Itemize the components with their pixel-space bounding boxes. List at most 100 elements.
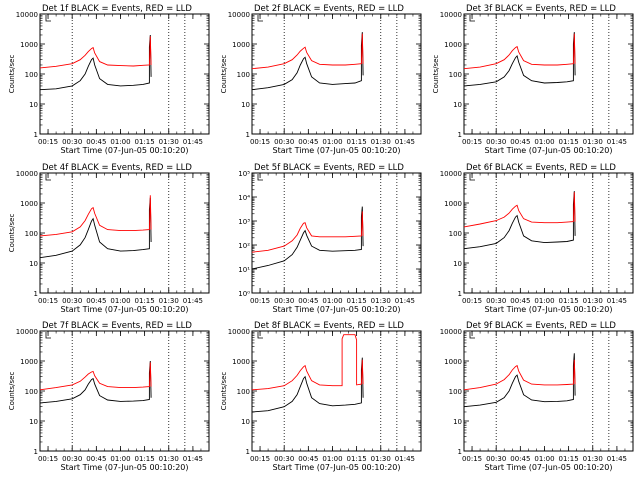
- x-tick-label: 00:30: [274, 138, 294, 146]
- x-tick-label: 01:00: [322, 297, 342, 305]
- lld-series-line: [463, 192, 576, 228]
- y-tick-label: 1000: [444, 358, 462, 366]
- y-tick-label: 1: [458, 448, 462, 456]
- x-tick-label: 00:45: [298, 455, 318, 463]
- events-series-line: [251, 206, 364, 270]
- y-tick-label: 100: [25, 71, 38, 79]
- y-tick-label: 10000: [16, 11, 38, 19]
- x-tick-label: 00:15: [38, 138, 58, 146]
- y-tick-label: 10: [29, 101, 38, 109]
- y-tick-label: 100: [237, 71, 250, 79]
- x-tick-label: 00:30: [486, 297, 506, 305]
- corner-marker: [469, 15, 475, 22]
- plot-frame: [251, 172, 422, 294]
- plot-frame: [39, 330, 210, 452]
- x-tick-label: 00:45: [86, 455, 106, 463]
- x-tick-label: 01:00: [534, 455, 554, 463]
- y-tick-label: 1: [34, 448, 38, 456]
- chart-panel: Det 8f BLACK = Events, RED = LLD 1 10 100 10…: [220, 321, 422, 472]
- events-series-line: [39, 360, 152, 404]
- events-series-line: [463, 191, 576, 250]
- corner-marker: [469, 174, 475, 181]
- x-tick-label: 00:45: [510, 455, 530, 463]
- y-tick-label: 1000: [20, 358, 38, 366]
- chart-panel: Det 1f BLACK = Events, RED = LLD 1 10 100 10…: [8, 4, 210, 155]
- x-axis-label: Start Time (07-Jun-05 00:10:20): [61, 146, 189, 155]
- x-tick-label: 00:15: [38, 297, 58, 305]
- x-tick-label: 01:15: [559, 455, 579, 463]
- x-tick-label: 01:00: [534, 138, 554, 146]
- y-tick-label: 1: [246, 448, 250, 456]
- corner-marker: [257, 332, 263, 339]
- chart-title: Det 8f BLACK = Events, RED = LLD: [254, 321, 404, 331]
- y-tick-label: 10: [241, 418, 250, 426]
- x-tick-label: 01:45: [607, 455, 627, 463]
- y-tick-label: 10: [29, 260, 38, 268]
- x-tick-label: 00:45: [510, 297, 530, 305]
- x-tick-label: 01:00: [322, 138, 342, 146]
- y-axis-label: Counts/sec: [220, 372, 228, 411]
- y-axis-label: Counts/sec: [8, 372, 16, 411]
- chart-panel: Det 7f BLACK = Events, RED = LLD 1 10 100 10…: [8, 321, 210, 472]
- x-tick-label: 01:30: [159, 297, 179, 305]
- plot-frame: [251, 13, 422, 135]
- x-tick-label: 00:30: [62, 297, 82, 305]
- chart-title: Det 9f BLACK = Events, RED = LLD: [466, 321, 616, 331]
- y-tick-label: 1000: [20, 200, 38, 208]
- y-tick-label: 1000: [232, 41, 250, 49]
- x-tick-label: 01:00: [534, 297, 554, 305]
- chart-panel: Det 4f BLACK = Events, RED = LLD 1 10 100 10…: [8, 163, 210, 314]
- chart-title: Det 2f BLACK = Events, RED = LLD: [254, 4, 404, 14]
- x-tick-label: 01:45: [395, 297, 415, 305]
- plot-frame: [39, 13, 210, 135]
- x-tick-label: 00:30: [486, 455, 506, 463]
- corner-marker: [45, 332, 51, 339]
- x-tick-label: 01:45: [395, 138, 415, 146]
- events-series-line: [251, 357, 364, 413]
- x-tick-label: 01:30: [371, 297, 391, 305]
- lld-series-line: [39, 195, 152, 237]
- x-tick-label: 01:30: [371, 138, 391, 146]
- y-axis-label: Counts/sec: [8, 214, 16, 253]
- x-tick-label: 00:15: [250, 138, 270, 146]
- y-tick-label: 10⁰: [238, 290, 250, 298]
- chart-title: Det 6f BLACK = Events, RED = LLD: [466, 163, 616, 173]
- lld-series-line: [39, 36, 152, 69]
- chart-title: Det 4f BLACK = Events, RED = LLD: [42, 163, 192, 173]
- x-tick-label: 01:30: [583, 138, 603, 146]
- x-axis-label: Start Time (07-Jun-05 00:10:20): [485, 463, 613, 472]
- x-tick-label: 00:45: [86, 138, 106, 146]
- corner-marker: [45, 174, 51, 181]
- x-tick-label: 01:00: [322, 455, 342, 463]
- events-series-line: [251, 32, 364, 91]
- chart-title: Det 3f BLACK = Events, RED = LLD: [466, 4, 616, 14]
- y-tick-label: 100: [237, 388, 250, 396]
- y-tick-label: 1000: [444, 200, 462, 208]
- x-tick-label: 00:15: [462, 138, 482, 146]
- y-tick-label: 1: [34, 290, 38, 298]
- chart-title: Det 7f BLACK = Events, RED = LLD: [42, 321, 192, 331]
- events-series-line: [463, 32, 576, 87]
- chart-panel: Det 2f BLACK = Events, RED = LLD 1 10 100 10…: [220, 4, 422, 155]
- x-tick-label: 01:45: [183, 138, 203, 146]
- corner-marker: [45, 15, 51, 22]
- x-tick-label: 01:45: [607, 297, 627, 305]
- x-tick-label: 00:45: [298, 297, 318, 305]
- x-tick-label: 00:45: [510, 138, 530, 146]
- x-tick-label: 00:30: [274, 455, 294, 463]
- x-axis-label: Start Time (07-Jun-05 00:10:20): [273, 463, 401, 472]
- x-tick-label: 01:15: [135, 455, 155, 463]
- y-tick-label: 10²: [238, 242, 250, 250]
- y-tick-label: 10: [241, 101, 250, 109]
- x-tick-label: 01:30: [159, 138, 179, 146]
- x-tick-label: 01:15: [347, 297, 367, 305]
- x-tick-label: 01:15: [135, 297, 155, 305]
- x-axis-label: Start Time (07-Jun-05 00:10:20): [61, 463, 189, 472]
- y-tick-label: 1000: [232, 358, 250, 366]
- x-tick-label: 01:45: [607, 138, 627, 146]
- chart-panel: Det 3f BLACK = Events, RED = LLD 1 10 100 10…: [432, 4, 634, 155]
- x-tick-label: 01:00: [110, 455, 130, 463]
- y-tick-label: 10000: [228, 11, 250, 19]
- y-tick-label: 100: [449, 230, 462, 238]
